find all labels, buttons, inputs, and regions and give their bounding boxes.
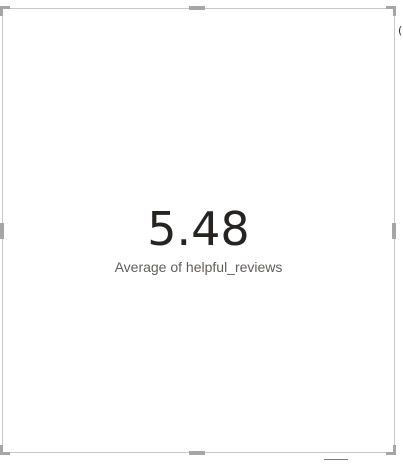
resize-handle-left[interactable]	[0, 223, 4, 239]
resize-handle-top-left[interactable]	[0, 6, 10, 16]
resize-handle-top[interactable]	[189, 6, 205, 10]
card-label: Average of helpful_reviews	[114, 259, 283, 275]
resize-handle-bottom-left[interactable]	[0, 445, 10, 455]
resize-handle-top-right[interactable]	[386, 6, 396, 16]
card-content: 5.48 Average of helpful_reviews	[3, 202, 394, 275]
card-visual[interactable]: 5.48 Average of helpful_reviews	[2, 8, 395, 453]
resize-handle-bottom-right[interactable]	[386, 445, 396, 455]
resize-handle-bottom[interactable]	[189, 451, 205, 455]
resize-handle-right[interactable]	[392, 223, 396, 239]
partial-edge-glyph: (	[398, 24, 403, 37]
card-value: 5.48	[147, 202, 250, 256]
filter-icon[interactable]	[324, 459, 348, 466]
